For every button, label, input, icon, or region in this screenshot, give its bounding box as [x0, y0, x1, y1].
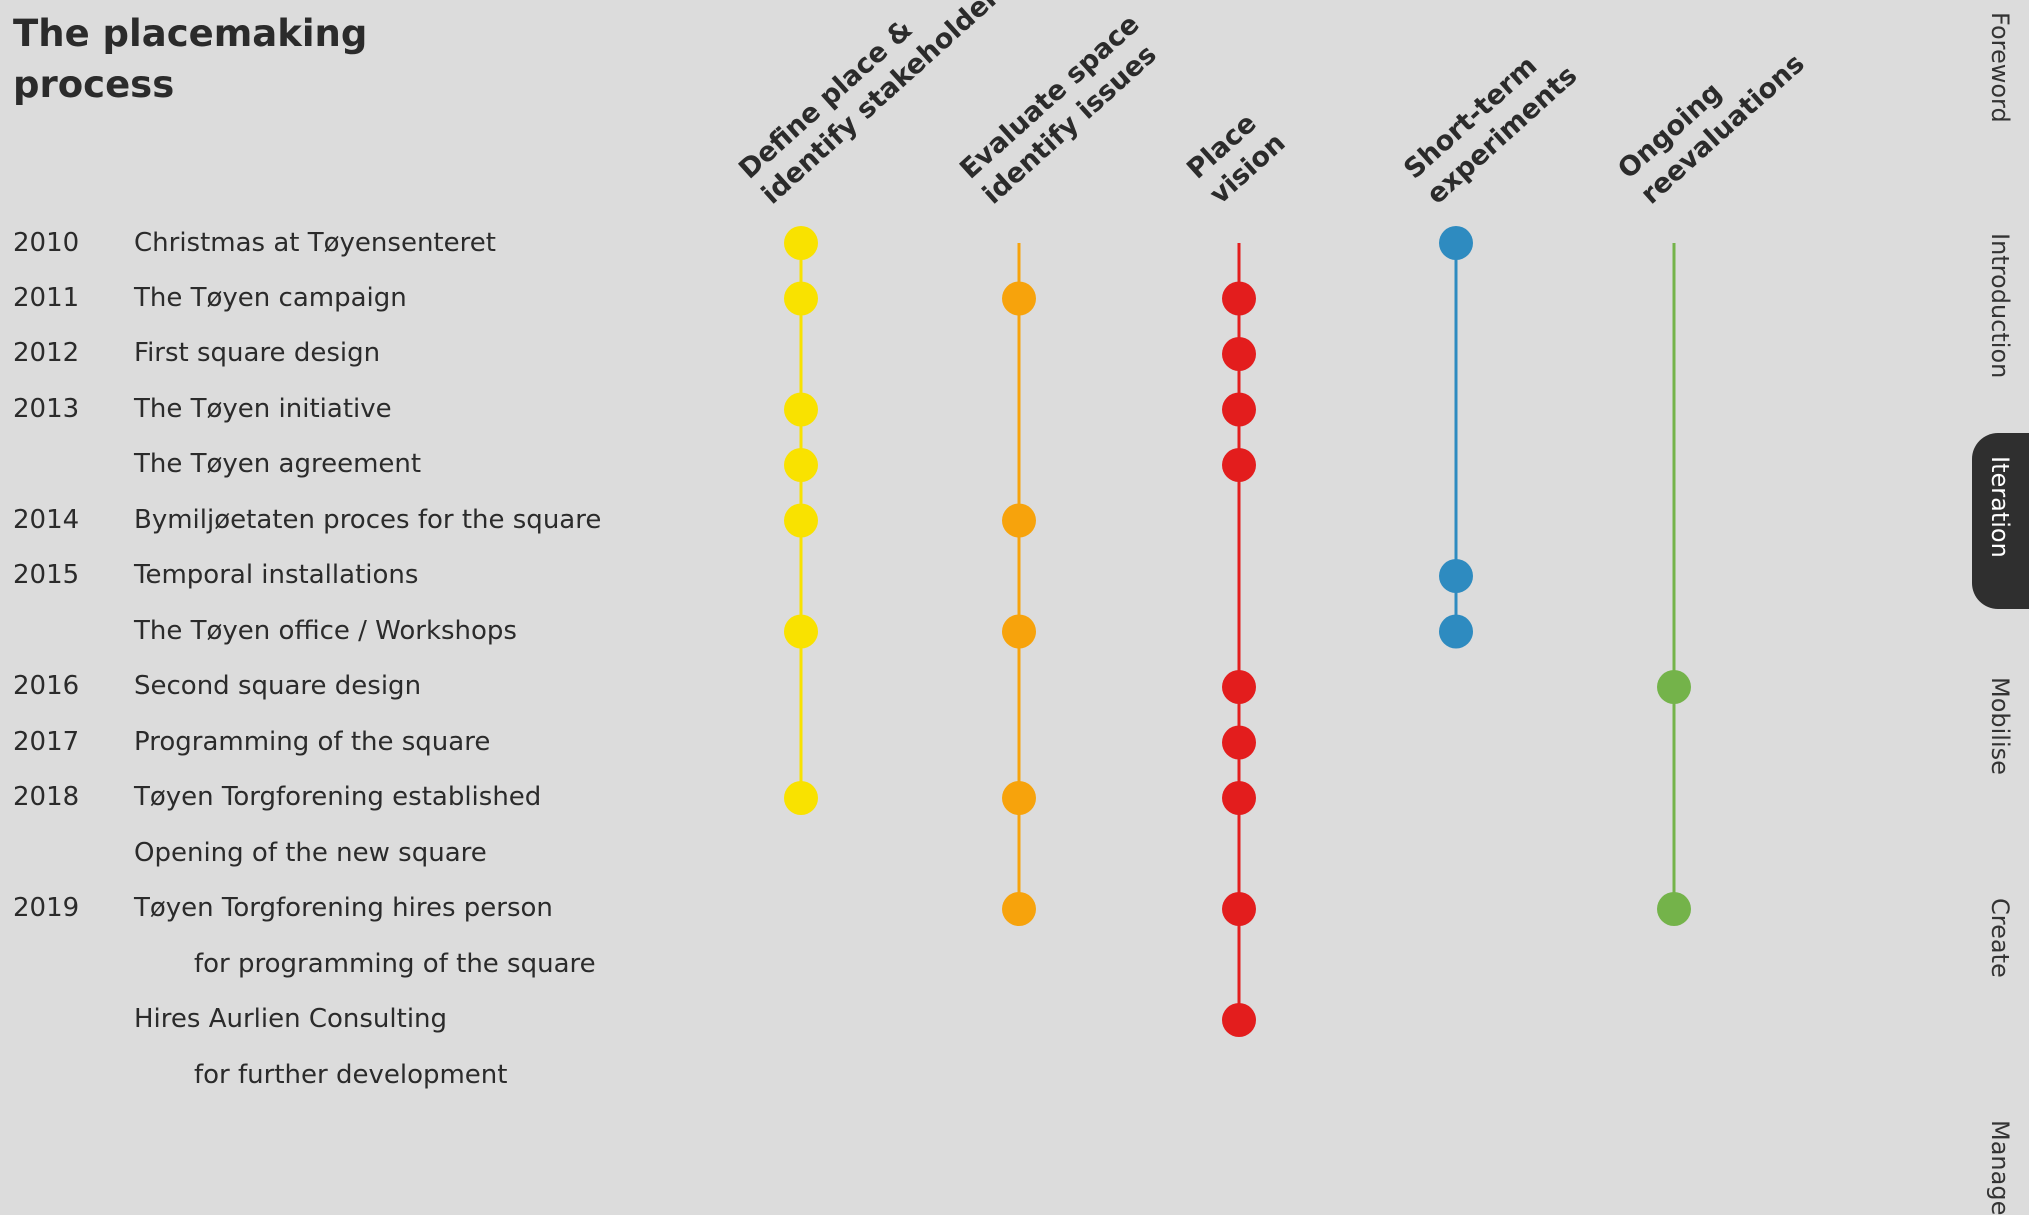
- event-label: Second square design: [134, 671, 422, 701]
- phase-dot-place-vision: [1222, 725, 1256, 760]
- phase-dot-place-vision: [1222, 781, 1256, 815]
- phase-dot-define-place: [784, 392, 818, 427]
- event-label: The Tøyen campaign: [134, 283, 407, 313]
- event-label: Christmas at Tøyensenteret: [134, 228, 496, 258]
- nav-active-highlight: [1972, 433, 2029, 609]
- phase-dot-define-place: [784, 226, 818, 260]
- nav-item-label: Create: [1986, 898, 2014, 978]
- year-label: 2017: [13, 727, 80, 757]
- nav-item-label: Introduction: [1986, 233, 2014, 379]
- phase-dot-evaluate-space: [1002, 614, 1036, 649]
- event-label: for programming of the square: [194, 949, 596, 979]
- nav-item-label: Foreword: [1986, 12, 2014, 123]
- year-label: 2013: [13, 394, 80, 424]
- page-title-line-1: The placemaking: [13, 12, 368, 55]
- phase-dot-place-vision: [1222, 281, 1256, 316]
- event-label: Bymiljøetaten proces for the square: [134, 505, 602, 535]
- event-label: Opening of the new square: [134, 838, 487, 868]
- phase-dot-ongoing-reevaluations: [1657, 670, 1691, 704]
- event-label: Tøyen Torgforening established: [134, 782, 542, 812]
- phase-dot-evaluate-space: [1002, 281, 1036, 316]
- year-label: 2014: [13, 505, 80, 535]
- nav-item-label: Manage: [1986, 1120, 2014, 1215]
- nav-item-label: Iteration: [1986, 456, 2014, 558]
- year-label: 2015: [13, 560, 80, 590]
- event-label: Programming of the square: [134, 727, 491, 757]
- phase-dot-place-vision: [1222, 892, 1256, 926]
- event-label: The Tøyen agreement: [134, 449, 422, 479]
- phase-dot-place-vision: [1222, 1003, 1256, 1037]
- page-title: The placemaking process: [13, 8, 433, 110]
- event-label: Tøyen Torgforening hires person: [134, 893, 553, 923]
- phase-dot-define-place: [784, 781, 818, 815]
- phase-dot-place-vision: [1222, 670, 1256, 704]
- phase-dot-define-place: [784, 503, 818, 538]
- phase-dot-define-place: [784, 614, 818, 649]
- phase-dot-place-vision: [1222, 392, 1256, 427]
- phase-dot-place-vision: [1222, 337, 1256, 371]
- event-label: Hires Aurlien Consulting: [134, 1004, 448, 1034]
- phase-dot-place-vision: [1222, 448, 1256, 482]
- year-label: 2016: [13, 671, 80, 701]
- event-label: The Tøyen initiative: [134, 394, 392, 424]
- event-label: First square design: [134, 338, 381, 368]
- phase-dot-short-term-experiments: [1439, 614, 1473, 649]
- phase-dot-evaluate-space: [1002, 781, 1036, 815]
- phase-dot-define-place: [784, 448, 818, 482]
- phase-dot-ongoing-reevaluations: [1657, 892, 1691, 926]
- phase-dot-short-term-experiments: [1439, 226, 1473, 260]
- event-label: The Tøyen office / Workshops: [134, 616, 517, 646]
- year-label: 2012: [13, 338, 80, 368]
- year-label: 2010: [13, 228, 80, 258]
- page-title-line-2: process: [13, 63, 175, 106]
- nav-item-label: Mobilise: [1986, 677, 2014, 775]
- phase-dot-short-term-experiments: [1439, 559, 1473, 593]
- year-label: 2011: [13, 283, 80, 313]
- event-label: Temporal installations: [134, 560, 419, 590]
- phase-dot-evaluate-space: [1002, 892, 1036, 926]
- year-label: 2019: [13, 893, 80, 923]
- phase-dot-define-place: [784, 281, 818, 316]
- phase-dot-evaluate-space: [1002, 503, 1036, 538]
- year-label: 2018: [13, 782, 80, 812]
- event-label: for further development: [194, 1060, 508, 1090]
